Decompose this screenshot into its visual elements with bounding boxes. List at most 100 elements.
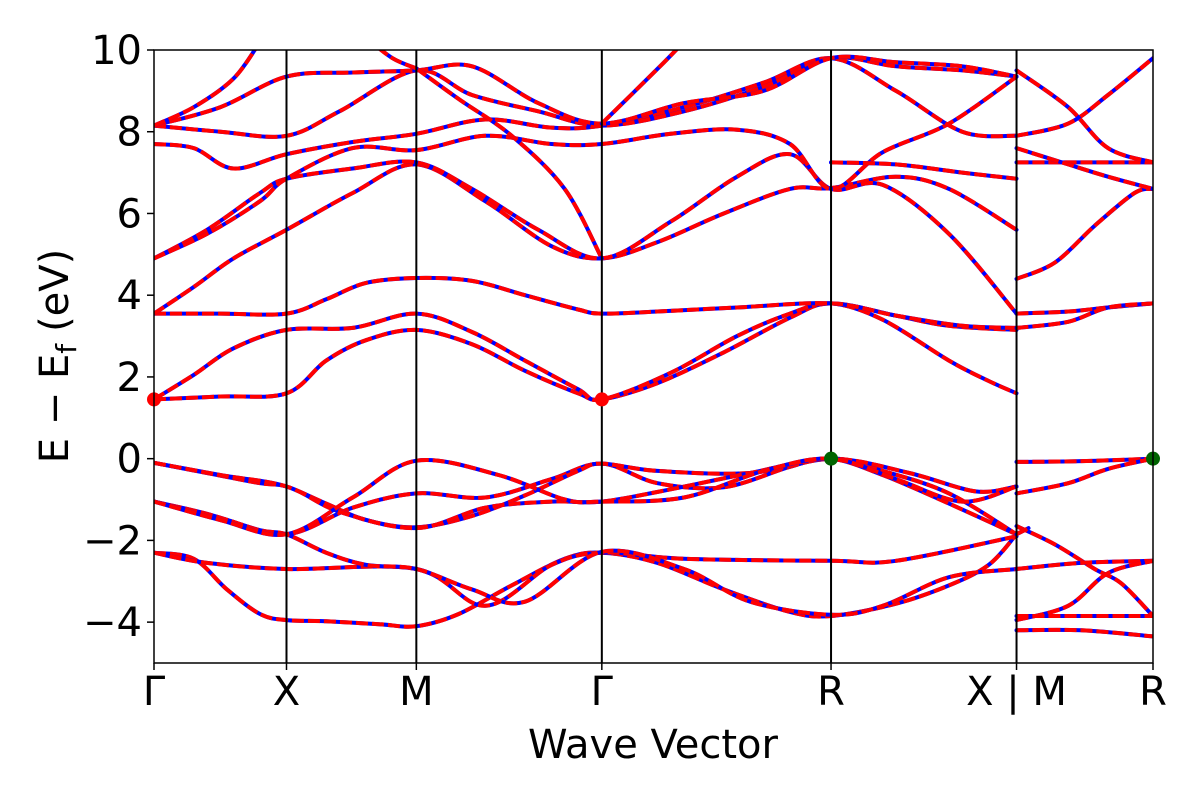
band-line xyxy=(154,152,1019,316)
band-line-spin-up xyxy=(154,55,1019,139)
y-tick-label: 2 xyxy=(117,355,142,401)
band-line xyxy=(829,160,1019,181)
kpoint-divider-lines xyxy=(285,50,1018,663)
band-line-spin-up xyxy=(1014,558,1153,623)
x-axis-ticks: Γ X M Γ R X | M R xyxy=(143,663,1167,715)
band-line-spin-up xyxy=(1014,524,1153,618)
band-line xyxy=(154,74,1019,261)
x-axis-label: Wave Vector xyxy=(528,722,779,768)
band-line-spin-down xyxy=(154,56,1017,171)
band-line-spin-down xyxy=(154,456,1018,537)
band-line-spin-up xyxy=(154,456,1019,537)
band-line-spin-down xyxy=(154,54,1017,128)
band-line-spin-down xyxy=(1016,301,1153,330)
band-line-spin-down xyxy=(1015,68,1153,165)
y-tick-label: −2 xyxy=(83,518,142,564)
band-line-spin-up xyxy=(154,534,1019,608)
band-line xyxy=(1014,146,1153,191)
band-line-spin-down xyxy=(1016,56,1153,138)
band-line xyxy=(1014,558,1153,571)
band-line xyxy=(1014,68,1153,165)
band-line xyxy=(1014,186,1153,281)
band-line xyxy=(154,301,1019,403)
band-line xyxy=(154,50,258,128)
y-axis-label-main: E − E xyxy=(32,354,78,464)
y-tick-label: 6 xyxy=(117,191,142,237)
y-axis-ticks: −4 −2 0 2 4 6 8 10 xyxy=(83,28,154,646)
x-tick-label: R xyxy=(1139,669,1167,715)
band-line-spin-down xyxy=(415,66,604,260)
y-tick-label: −4 xyxy=(83,600,142,646)
band-line-spin-down xyxy=(154,55,1017,139)
y-axis-label-unit: (eV) xyxy=(32,249,78,332)
y-tick-label: 4 xyxy=(117,273,142,319)
cbm-marker xyxy=(594,392,609,407)
band-line-spin-up xyxy=(154,456,1019,537)
band-line-spin-down xyxy=(154,301,1018,403)
band-line xyxy=(154,534,1019,608)
band-line-spin-down xyxy=(830,160,1017,181)
band-line xyxy=(154,532,1019,629)
x-tick-label: R xyxy=(817,669,845,715)
band-line-spin-down xyxy=(154,534,1017,608)
band-line-spin-down xyxy=(154,456,1018,537)
band-line xyxy=(1014,456,1153,464)
vbm-marker xyxy=(824,451,839,466)
band-line xyxy=(1014,558,1153,623)
band-line-spin-down xyxy=(154,275,1017,330)
band-line-spin-down xyxy=(1016,558,1153,571)
band-line xyxy=(1014,301,1153,330)
band-line-spin-up xyxy=(154,152,1019,316)
plot-frame xyxy=(153,49,1154,664)
band-lines xyxy=(154,50,1153,639)
band-line-spin-down xyxy=(1015,186,1153,281)
band-line xyxy=(154,55,1019,139)
y-tick-label: 0 xyxy=(117,437,142,483)
band-line xyxy=(154,456,1019,537)
band-line xyxy=(1014,56,1153,138)
band-line-spin-down xyxy=(154,456,1018,537)
x-tick-label: M xyxy=(399,669,434,715)
band-line xyxy=(154,301,1019,402)
band-line-spin-up xyxy=(154,301,1019,402)
band-line xyxy=(154,456,1019,537)
band-line-spin-up xyxy=(154,456,1019,537)
band-line-spin-up xyxy=(154,499,1019,617)
band-line-spin-down xyxy=(154,301,1017,402)
x-tick-label: Γ xyxy=(591,669,614,715)
band-line xyxy=(414,66,604,261)
band-line-spin-down xyxy=(1016,456,1153,496)
band-line-spin-down xyxy=(154,532,1019,629)
band-line-spin-down xyxy=(1015,524,1153,618)
x-tick-label: X | M xyxy=(966,669,1067,715)
band-line-spin-down xyxy=(154,162,1018,316)
y-axis-label-sub: f xyxy=(50,343,83,354)
band-line xyxy=(377,50,419,71)
band-line-spin-up xyxy=(414,66,604,261)
x-tick-label: Γ xyxy=(143,669,166,715)
band-line xyxy=(154,54,1019,128)
band-line xyxy=(154,162,1019,316)
x-tick-label: X xyxy=(273,669,300,715)
band-line xyxy=(1014,627,1153,639)
band-line xyxy=(154,56,1019,171)
band-line xyxy=(1014,456,1153,496)
band-line-spin-down xyxy=(154,50,258,128)
band-line xyxy=(599,50,679,126)
band-line xyxy=(154,456,1019,537)
band-line-spin-down xyxy=(377,50,418,71)
band-line-spin-down xyxy=(600,50,679,126)
band-line xyxy=(154,499,1019,617)
band-line-spin-down xyxy=(1016,627,1153,639)
y-tick-label: 10 xyxy=(91,28,142,74)
band-edge-markers xyxy=(147,392,1160,466)
band-line-spin-down xyxy=(1015,146,1153,191)
band-line-spin-down xyxy=(154,74,1018,261)
band-line xyxy=(1014,524,1153,618)
band-line-spin-down xyxy=(1016,456,1153,464)
y-axis-label: E − Ef (eV) xyxy=(32,249,83,464)
band-line-spin-up xyxy=(154,532,1019,629)
band-line-spin-up xyxy=(154,301,1019,403)
y-tick-label: 8 xyxy=(117,110,142,156)
